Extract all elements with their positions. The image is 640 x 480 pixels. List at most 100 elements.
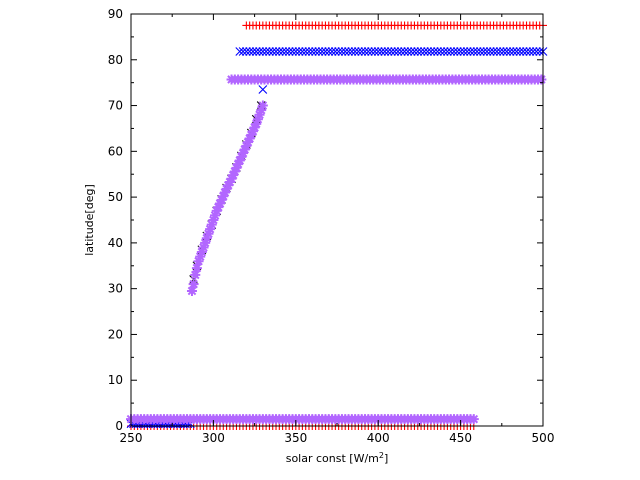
cross-point	[512, 47, 522, 56]
cross-point	[410, 47, 419, 56]
cross-point	[522, 47, 531, 56]
cross-point	[360, 47, 370, 56]
x-axis-label-main: solar const [W/m	[286, 452, 379, 465]
cross-point	[472, 47, 482, 56]
cross-point	[525, 47, 535, 56]
cross-point	[413, 47, 423, 56]
star-point	[200, 237, 211, 248]
cross-point	[393, 47, 403, 56]
y-tick-label: 90	[108, 7, 123, 21]
star-point	[249, 122, 260, 133]
cross-point	[429, 47, 439, 56]
y-axis-label: latitude[deg]	[83, 184, 96, 256]
star-point	[216, 194, 227, 205]
cross-point	[396, 47, 406, 56]
cross-point	[367, 47, 376, 56]
cross-point	[324, 47, 334, 56]
x-tick-label: 400	[367, 431, 390, 445]
cross-point	[241, 47, 251, 56]
cross-point	[475, 47, 485, 56]
cross-point	[479, 47, 489, 56]
star-point	[236, 151, 247, 162]
axes: 250 300 350 400 450 500 0 10 20 30 40 50 60 70 80 90	[108, 7, 555, 445]
cross-point	[403, 47, 413, 56]
cross-point	[357, 47, 367, 56]
cross-point	[373, 47, 383, 56]
cross-point	[235, 47, 245, 56]
star-point	[252, 114, 263, 125]
star-point	[206, 219, 217, 230]
star-point	[218, 191, 229, 202]
cross-point	[495, 47, 505, 56]
cross-point	[518, 47, 528, 56]
x-tick-label: 450	[449, 431, 472, 445]
cross-point	[400, 47, 409, 56]
cross-point	[334, 47, 344, 56]
cross-point	[436, 47, 446, 56]
cross-point	[274, 47, 284, 56]
y-tick-label: 10	[108, 373, 123, 387]
cross-point	[288, 47, 297, 56]
cross-point	[466, 47, 475, 56]
cross-point	[291, 47, 301, 56]
star-point	[233, 159, 244, 170]
star-point	[223, 180, 234, 191]
cross-point	[505, 47, 515, 56]
cross-point	[426, 47, 436, 56]
cross-point	[344, 47, 353, 56]
y-tick-label: 0	[115, 419, 123, 433]
cross-point	[515, 47, 525, 56]
cross-point	[528, 47, 538, 56]
star-point	[226, 173, 237, 184]
cross-point	[535, 47, 545, 56]
cross-point	[423, 47, 433, 56]
cross-point	[304, 47, 314, 56]
y-tick-label: 70	[108, 99, 123, 113]
cross-point	[377, 47, 386, 56]
star-point	[219, 187, 230, 198]
x-axis-label: solar const [W/m2]	[286, 451, 389, 466]
cross-point	[294, 47, 304, 56]
cross-point	[502, 47, 512, 56]
cross-point	[532, 47, 541, 56]
cross-point	[370, 47, 380, 56]
cross-point	[406, 47, 416, 56]
star-point	[247, 126, 258, 137]
cross-point	[317, 47, 327, 56]
x-axis-label-close: ]	[384, 452, 388, 465]
star-point	[231, 162, 242, 173]
cross-point	[383, 47, 393, 56]
star-point	[214, 198, 225, 209]
cross-point	[482, 47, 492, 56]
star-point	[211, 205, 222, 216]
star-point	[243, 137, 254, 148]
cross-point	[327, 47, 337, 56]
star-point	[196, 247, 207, 258]
cross-point	[248, 47, 258, 56]
star-point	[256, 105, 267, 116]
x-tick-label: 500	[532, 431, 555, 445]
star-point	[213, 202, 224, 213]
star-point	[229, 166, 240, 177]
cross-point	[354, 47, 363, 56]
x-tick-label: 350	[284, 431, 307, 445]
cross-point	[298, 47, 307, 56]
cross-point	[390, 47, 400, 56]
cross-point	[330, 47, 340, 56]
cross-point	[347, 47, 357, 56]
cross-point	[508, 47, 518, 56]
y-tick-label: 20	[108, 327, 123, 341]
cross-point	[337, 47, 347, 56]
x-tick-label: 250	[120, 431, 143, 445]
cross-point	[443, 47, 452, 56]
cross-point	[258, 47, 268, 56]
star-point	[239, 144, 250, 155]
y-tick-label: 60	[108, 144, 123, 158]
cross-point	[281, 47, 291, 56]
cross-point	[433, 47, 442, 56]
star-point	[201, 233, 212, 244]
cross-point	[492, 47, 502, 56]
cross-point	[251, 47, 261, 56]
star-point	[254, 109, 265, 120]
